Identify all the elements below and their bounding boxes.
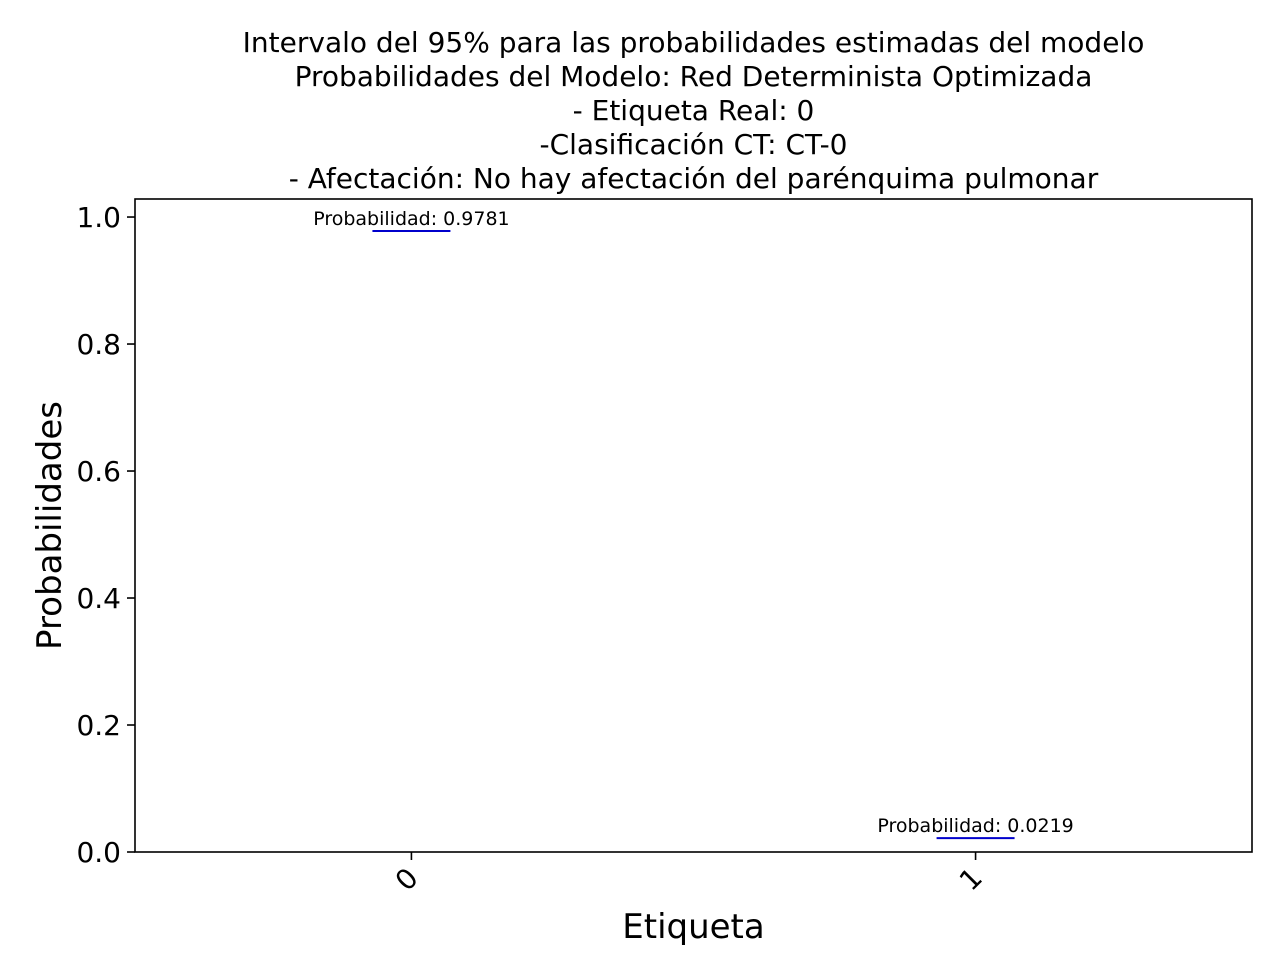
chart-title-line: -Clasificación CT: CT-0 [539, 128, 847, 161]
y-tick-label: 1.0 [76, 201, 121, 234]
y-axis-label: Probabilidades [30, 401, 70, 650]
probability-annotation: Probabilidad: 0.0219 [877, 815, 1073, 837]
chart-title-line: Probabilidades del Modelo: Red Determini… [295, 60, 1093, 93]
y-tick-label: 0.0 [76, 836, 121, 869]
chart-title-line: - Afectación: No hay afectación del paré… [289, 162, 1099, 195]
y-axis: 0.0 0.2 0.4 0.6 0.8 1.0 [76, 201, 135, 869]
chart-title: Intervalo del 95% para las probabilidade… [243, 26, 1145, 195]
y-tick-label: 0.8 [76, 328, 121, 361]
chart-title-line: Intervalo del 95% para las probabilidade… [243, 26, 1145, 59]
y-tick-label: 0.6 [76, 455, 121, 488]
y-tick-label: 0.4 [76, 582, 121, 615]
chart-title-line: - Etiqueta Real: 0 [573, 94, 815, 127]
x-axis-label: Etiqueta [622, 907, 764, 947]
x-tick-label: 1 [953, 861, 989, 897]
plot-area-frame [134, 198, 1253, 853]
x-tick-label: 0 [389, 861, 425, 897]
probability-annotation: Probabilidad: 0.9781 [313, 208, 509, 230]
y-tick-label: 0.2 [76, 709, 121, 742]
interval-marks: Probabilidad: 0.9781 Probabilidad: 0.0219 [313, 208, 1074, 840]
